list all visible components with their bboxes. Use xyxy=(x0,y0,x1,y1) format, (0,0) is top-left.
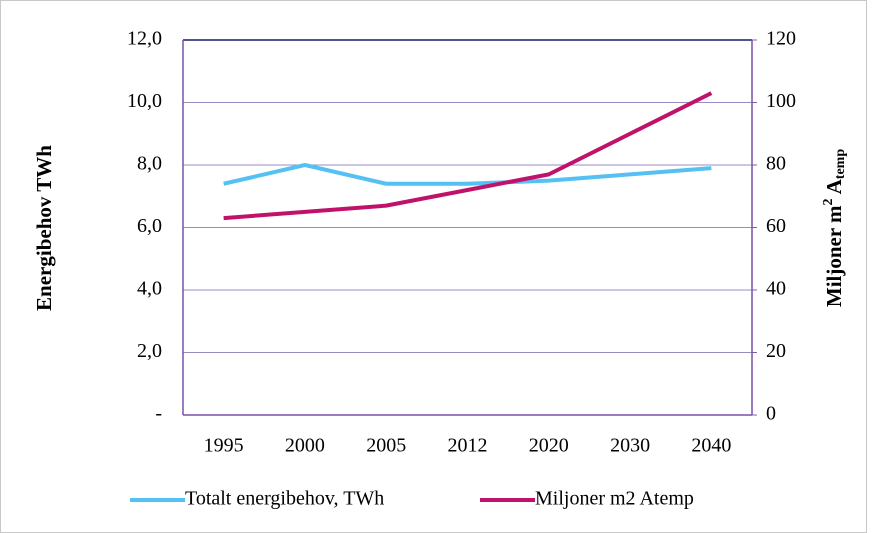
x-tick-label: 2012 xyxy=(448,435,488,457)
y2-tick-label: 0 xyxy=(766,403,776,425)
y2-axis-title: Miljoner m2 Atemp xyxy=(821,149,848,307)
y2-title-part: Miljoner m xyxy=(822,205,846,307)
y-tick-label: 8,0 xyxy=(137,153,162,175)
y-tick-label: - xyxy=(155,403,162,425)
y2-title-sup: 2 xyxy=(821,198,836,205)
y2-tick-label: 60 xyxy=(766,215,786,237)
y2-tick-label: 80 xyxy=(766,153,786,175)
x-tick-label: 2030 xyxy=(610,435,650,457)
series-line xyxy=(223,91,713,221)
y2-title-sub: temp xyxy=(833,149,848,180)
y2-tick-label: 100 xyxy=(766,90,796,112)
legend-label: Totalt energibehov, TWh xyxy=(185,488,384,510)
y-axis-title: Energibehov TWh xyxy=(32,145,56,311)
y-tick-label: 12,0 xyxy=(127,28,162,50)
x-tick-label: 2000 xyxy=(285,435,325,457)
x-tick-label: 2020 xyxy=(529,435,569,457)
y-tick-label: 6,0 xyxy=(137,215,162,237)
y-tick-label: 2,0 xyxy=(137,340,162,362)
y2-tick-label: 20 xyxy=(766,340,786,362)
series-line xyxy=(223,163,712,186)
y-tick-label: 4,0 xyxy=(137,278,162,300)
x-tick-label: 1995 xyxy=(204,435,244,457)
y-tick-label: 10,0 xyxy=(127,90,162,112)
y2-tick-label: 40 xyxy=(766,278,786,300)
legend-label: Miljoner m2 Atemp xyxy=(535,488,694,510)
x-tick-label: 2005 xyxy=(366,435,406,457)
y2-title-part: A xyxy=(822,178,846,198)
y2-tick-label: 120 xyxy=(766,28,796,50)
x-tick-label: 2040 xyxy=(691,435,731,457)
